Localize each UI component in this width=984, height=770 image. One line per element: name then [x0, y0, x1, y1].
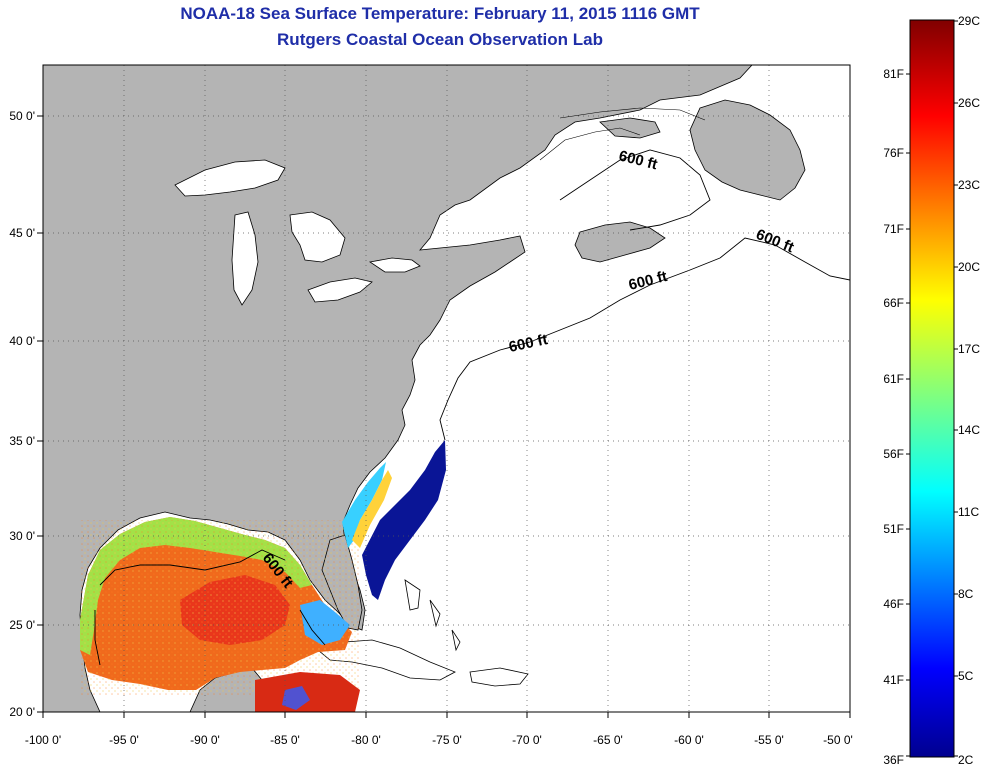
colorbar-f-81: 81F [883, 67, 904, 81]
colorbar-c-14: 14C [958, 423, 980, 437]
bathymetry-600ft-contours [94, 149, 850, 666]
colorbar-f-46: 46F [883, 597, 904, 611]
lon-label-80w: -80 0' [351, 733, 381, 747]
lon-label-100w: -100 0' [25, 733, 61, 747]
lon-label-90w: -90 0' [190, 733, 220, 747]
lon-label-70w: -70 0' [512, 733, 542, 747]
colorbar-f-51: 51F [883, 522, 904, 536]
sst-gulf-stream-band [352, 470, 392, 548]
colorbar-c-2: 2C [958, 753, 974, 767]
colorbar-c-20: 20C [958, 260, 980, 274]
map-area: 600 ft 600 ft 600 ft 600 ft 600 ft [43, 65, 850, 712]
sst-florida-east-coast [342, 462, 386, 548]
land-nova-scotia [574, 221, 666, 263]
colorbar-c-23: 23C [958, 178, 980, 192]
colorbar-c-5: 5C [958, 669, 974, 683]
colorbar-f-36: 36F [883, 753, 904, 767]
lon-label-50w: -50 0' [823, 733, 853, 747]
lat-label-40n: 40 0' [9, 334, 35, 348]
lat-label-30n: 30 0' [9, 529, 35, 543]
colorbar-c-8: 8C [958, 587, 974, 601]
temperature-colorbar [909, 19, 955, 758]
lat-label-25n: 25 0' [9, 618, 35, 632]
lon-label-65w: -65 0' [593, 733, 623, 747]
map-title: NOAA-18 Sea Surface Temperature: Februar… [180, 4, 700, 23]
sst-atlantic-cold-cloud [362, 440, 446, 600]
colorbar-c-17: 17C [958, 342, 980, 356]
colorbar-f-41: 41F [883, 673, 904, 687]
colorbar-c-26: 26C [958, 96, 980, 110]
lon-label-60w: -60 0' [674, 733, 704, 747]
colorbar-f-56: 56F [883, 447, 904, 461]
sst-caribbean-cool [282, 686, 310, 710]
lat-label-45n: 45 0' [9, 226, 35, 240]
lat-label-20n: 20 0' [9, 705, 35, 719]
colorbar-f-71: 71F [883, 222, 904, 236]
colorbar-c-29: 29C [958, 14, 980, 28]
lon-label-75w: -75 0' [432, 733, 462, 747]
colorbar-f-66: 66F [883, 296, 904, 310]
map-subtitle: Rutgers Coastal Ocean Observation Lab [277, 30, 603, 49]
axis-ticks [37, 115, 851, 718]
lon-label-85w: -85 0' [270, 733, 300, 747]
sst-caribbean [255, 672, 360, 712]
colorbar-f-76: 76F [883, 146, 904, 160]
sst-florida-straits [300, 600, 350, 645]
great-lakes [174, 159, 421, 306]
colorbar-f-61: 61F [883, 372, 904, 386]
land-north-america [43, 65, 753, 712]
land-newfoundland [689, 99, 806, 201]
lon-label-95w: -95 0' [109, 733, 139, 747]
colorbar-ticks [906, 20, 958, 757]
shelf-ice-outline [539, 107, 706, 161]
lon-label-55w: -55 0' [754, 733, 784, 747]
lat-label-35n: 35 0' [9, 434, 35, 448]
lat-label-50n: 50 0' [9, 109, 35, 123]
colorbar-c-11: 11C [958, 505, 979, 519]
land-anticosti [599, 117, 661, 139]
